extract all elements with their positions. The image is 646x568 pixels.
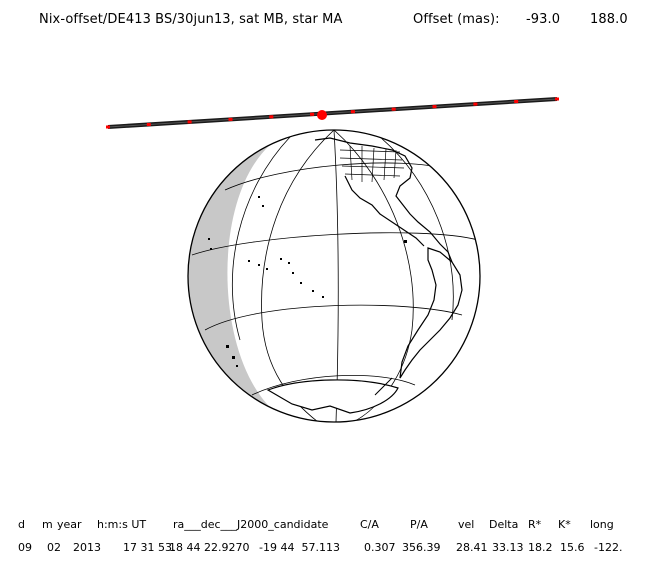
track-marker: [269, 115, 274, 119]
table-header-cell: C/A: [360, 518, 379, 531]
table-cell: 2013: [73, 541, 101, 554]
table-header-cell: m: [42, 518, 53, 531]
table-header-cell: P/A: [410, 518, 428, 531]
south-america-outline: [399, 247, 463, 379]
track-marker: [187, 120, 192, 124]
offset-y-value: 188.0: [590, 12, 628, 27]
antarctica-peninsula: [374, 377, 393, 396]
table-header-cell: long: [590, 518, 614, 531]
closest-approach-marker: [317, 110, 327, 120]
table-cell: 33.13: [492, 541, 524, 554]
table-header-cell: Delta: [489, 518, 519, 531]
offset-x-value: -93.0: [526, 12, 561, 27]
track-marker: [228, 117, 233, 121]
earth-globe: [187, 129, 481, 423]
track-marker: [350, 110, 355, 114]
night-side-shading: [188, 145, 275, 412]
table-cell: 17 31 53.: [123, 541, 176, 554]
track-marker: [391, 107, 396, 111]
table-cell: 15.6: [560, 541, 585, 554]
table-cell: 09: [18, 541, 32, 554]
north-america-outline: [314, 137, 453, 263]
state-boundaries: [339, 145, 405, 183]
track-centerline: [107, 98, 558, 128]
table-header-cell: ra___dec___J2000_candidate: [173, 518, 329, 531]
track-marker: [432, 105, 437, 109]
table-cell: 18.2: [528, 541, 553, 554]
parallel-lines: [191, 162, 479, 396]
track-marker: [514, 100, 519, 103]
plot-title: Nix-offset/DE413 BS/30jun13, sat MB, sta…: [39, 12, 343, 27]
track-marker: [146, 123, 151, 126]
table-header-cell: year: [57, 518, 82, 531]
antarctica-outline: [266, 379, 399, 414]
table-cell: -19 44 57.113: [259, 541, 340, 554]
globe-limb: [187, 129, 481, 423]
occultation-track: [106, 97, 559, 129]
table-header-cell: K*: [558, 518, 571, 531]
table-cell: 28.41: [456, 541, 488, 554]
track-marker: [555, 97, 559, 101]
table-header-cell: h:m:s UT: [97, 518, 147, 531]
table-header-cell: vel: [458, 518, 475, 531]
table-header-cell: d: [18, 518, 25, 531]
table-cell: 18 44 22.9270: [169, 541, 250, 554]
offset-label: Offset (mas):: [413, 12, 500, 27]
track-marker: [106, 125, 110, 129]
mexico-coast: [344, 175, 425, 247]
pacific-islands: [196, 196, 407, 367]
table-cell: 0.307: [364, 541, 396, 554]
track-marker: [310, 112, 315, 116]
track-markers: [106, 97, 559, 129]
table-cell: 356.39: [402, 541, 441, 554]
table-cell: -122.: [594, 541, 623, 554]
table-header-cell: R*: [528, 518, 542, 531]
track-marker: [473, 102, 478, 106]
table-cell: 02: [47, 541, 61, 554]
